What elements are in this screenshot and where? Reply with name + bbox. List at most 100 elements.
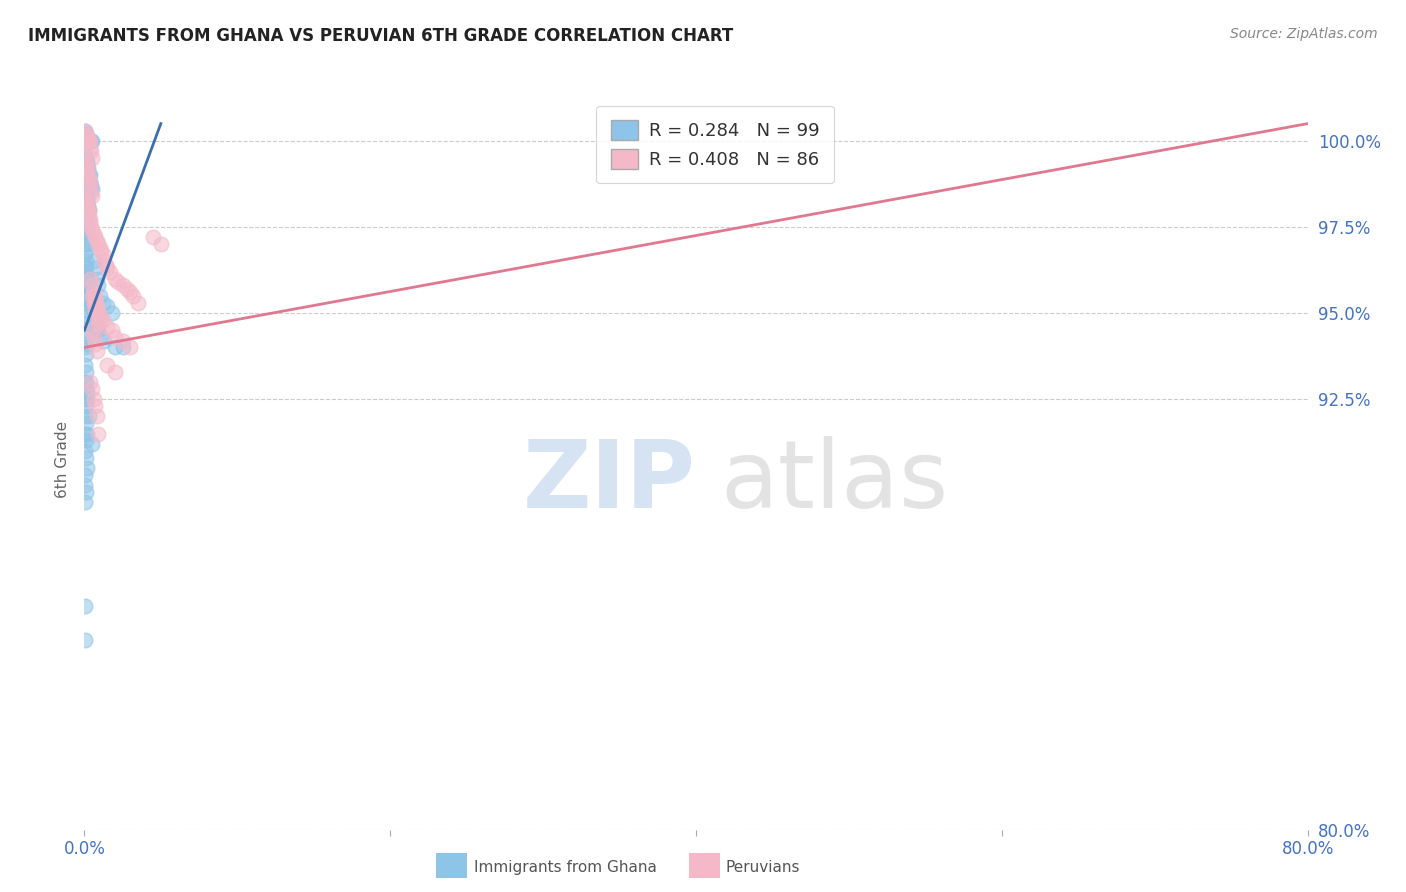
Point: [104, 271, 127, 285]
Point: [75, 416, 97, 430]
Point: [79, 134, 101, 148]
Point: [80, 134, 103, 148]
Point: [75, 365, 97, 379]
Point: [77, 210, 100, 224]
Point: [80, 299, 103, 313]
Point: [83, 306, 105, 320]
Point: [76, 385, 98, 400]
Point: [80, 219, 103, 234]
Point: [76, 237, 98, 252]
Point: [75, 292, 97, 306]
Point: [107, 275, 129, 289]
Point: [77, 134, 100, 148]
Point: [93, 334, 115, 348]
Point: [75, 127, 97, 141]
Point: [75, 282, 97, 296]
Point: [96, 319, 118, 334]
Point: [98, 265, 121, 279]
Point: [75, 151, 97, 165]
Point: [101, 323, 124, 337]
Point: [75, 244, 97, 258]
Point: [76, 199, 98, 213]
Point: [87, 323, 110, 337]
Point: [90, 330, 112, 344]
Point: [75, 302, 97, 317]
Point: [80, 134, 103, 148]
Point: [96, 299, 118, 313]
Point: [75, 295, 97, 310]
Point: [77, 169, 100, 183]
Point: [91, 247, 114, 261]
Point: [86, 234, 108, 248]
Point: [86, 310, 108, 324]
Text: ZIP: ZIP: [523, 435, 696, 527]
Point: [76, 130, 98, 145]
Point: [75, 213, 97, 227]
Point: [75, 127, 97, 141]
Point: [75, 467, 97, 482]
Point: [76, 289, 98, 303]
Point: [86, 343, 108, 358]
Point: [76, 275, 98, 289]
Point: [80, 189, 103, 203]
Point: [90, 244, 112, 258]
Point: [149, 237, 172, 252]
Point: [75, 195, 97, 210]
Point: [80, 278, 103, 293]
Point: [76, 392, 98, 406]
Point: [104, 341, 127, 355]
Point: [83, 227, 105, 241]
Point: [84, 302, 107, 317]
Point: [75, 375, 97, 389]
Point: [83, 285, 105, 300]
Point: [75, 210, 97, 224]
Point: [120, 341, 142, 355]
Point: [80, 182, 103, 196]
Point: [75, 310, 97, 324]
Point: [86, 319, 108, 334]
Text: Source: ZipAtlas.com: Source: ZipAtlas.com: [1230, 27, 1378, 41]
Point: [75, 285, 97, 300]
Text: IMMIGRANTS FROM GHANA VS PERUVIAN 6TH GRADE CORRELATION CHART: IMMIGRANTS FROM GHANA VS PERUVIAN 6TH GR…: [28, 27, 734, 45]
Text: Immigrants from Ghana: Immigrants from Ghana: [474, 860, 657, 874]
Point: [77, 134, 100, 148]
Point: [75, 358, 97, 372]
Point: [79, 178, 101, 193]
Point: [83, 254, 105, 268]
Point: [76, 230, 98, 244]
Point: [76, 195, 98, 210]
Point: [75, 443, 97, 458]
Point: [75, 375, 97, 389]
Point: [91, 295, 114, 310]
Point: [79, 213, 101, 227]
Point: [75, 193, 97, 207]
Point: [93, 254, 115, 268]
Point: [89, 310, 111, 324]
Point: [76, 219, 98, 234]
Point: [86, 299, 108, 313]
Point: [77, 202, 100, 217]
Point: [75, 254, 97, 268]
Point: [80, 151, 103, 165]
Point: [77, 134, 100, 148]
Point: [75, 265, 97, 279]
Point: [76, 130, 98, 145]
Point: [120, 285, 142, 300]
Point: [111, 334, 134, 348]
Point: [80, 437, 103, 451]
Point: [76, 337, 98, 351]
Point: [75, 485, 97, 500]
Point: [76, 271, 98, 285]
Point: [79, 271, 101, 285]
Point: [80, 289, 103, 303]
Point: [75, 399, 97, 413]
Point: [77, 206, 100, 220]
Point: [79, 175, 101, 189]
Point: [111, 341, 134, 355]
Point: [80, 178, 103, 193]
Point: [77, 171, 100, 186]
Y-axis label: 6th Grade: 6th Grade: [55, 421, 70, 498]
Point: [83, 289, 105, 303]
Point: [87, 237, 110, 252]
Point: [75, 123, 97, 137]
